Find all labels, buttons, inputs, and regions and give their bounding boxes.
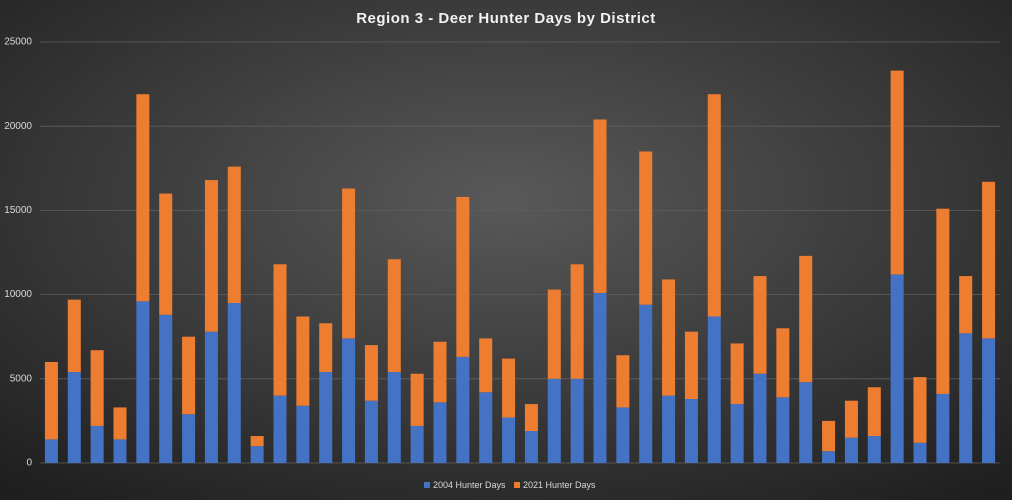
bar-segment	[67, 299, 81, 373]
bar-segment	[433, 341, 447, 403]
bar-segment	[524, 404, 538, 432]
bar-segment	[90, 350, 104, 426]
bar-segment	[456, 196, 470, 357]
bar-segment	[730, 343, 744, 405]
bar-segment	[159, 314, 173, 463]
bar-segment	[479, 338, 493, 393]
bar-segment	[867, 387, 881, 437]
bar-segment	[44, 361, 58, 440]
bar-segment	[204, 180, 218, 332]
bar-segment	[982, 181, 996, 339]
bar-segment	[913, 442, 927, 463]
bar-segment	[616, 355, 630, 408]
bar-segment	[982, 338, 996, 463]
bar-segment	[753, 373, 767, 463]
bar-segment	[547, 378, 561, 463]
bar-segment	[890, 274, 904, 463]
bar-segment	[822, 420, 836, 452]
bar-segment	[593, 292, 607, 463]
y-tick-label: 20000	[4, 121, 32, 132]
bar-segment	[936, 393, 950, 463]
bar-segment	[844, 437, 858, 463]
bar-segment	[182, 414, 196, 463]
bar-segment	[662, 395, 676, 463]
bar-segment	[730, 404, 744, 463]
bar-segment	[959, 276, 973, 334]
bar-segment	[547, 289, 561, 379]
bar-segment	[799, 382, 813, 463]
bar-segment	[319, 323, 333, 373]
bar-segment	[707, 316, 721, 463]
bar-segment	[410, 425, 424, 463]
bar-segment	[364, 400, 378, 463]
bar-segment	[913, 377, 927, 443]
y-tick-label: 25000	[4, 37, 32, 48]
bar-segment	[776, 397, 790, 463]
bar-segment	[753, 276, 767, 374]
chart-title: Region 3 - Deer Hunter Days by District	[356, 10, 656, 27]
legend-swatch	[424, 482, 430, 488]
bar-segment	[250, 446, 264, 463]
bar-segment	[273, 395, 287, 463]
legend-label: 2004 Hunter Days	[433, 480, 506, 490]
legend-label: 2021 Hunter Days	[523, 480, 596, 490]
bar-segment	[844, 400, 858, 438]
bar-segment	[639, 151, 653, 305]
bar-segment	[959, 333, 973, 463]
bar-segment	[319, 372, 333, 463]
bar-segment	[67, 372, 81, 463]
legend-swatch	[514, 482, 520, 488]
bar-segment	[227, 303, 241, 463]
y-tick-label: 15000	[4, 205, 32, 216]
bar-segment	[273, 264, 287, 396]
y-tick-label: 10000	[4, 289, 32, 300]
bar-segment	[684, 399, 698, 463]
y-tick-label: 0	[26, 458, 32, 469]
bar-segment	[456, 356, 470, 463]
bar-segment	[250, 436, 264, 447]
bar-segment	[364, 345, 378, 401]
bar-segment	[479, 392, 493, 463]
bar-segment	[342, 188, 356, 339]
bar-segment	[182, 336, 196, 415]
bar-segment	[433, 402, 447, 463]
bar-segment	[639, 304, 653, 463]
bar-segment	[684, 331, 698, 400]
bar-segment	[44, 439, 58, 463]
y-tick-label: 5000	[10, 373, 33, 384]
bar-segment	[570, 378, 584, 463]
bar-segment	[524, 431, 538, 463]
bar-segment	[204, 331, 218, 463]
bar-segment	[822, 451, 836, 463]
bar-segment	[342, 338, 356, 463]
bar-segment	[867, 436, 881, 463]
bar-segment	[502, 358, 516, 418]
bar-segment	[136, 301, 150, 463]
bar-segment	[113, 407, 127, 440]
bar-segment	[502, 417, 516, 463]
bar-segment	[776, 328, 790, 398]
bar-segment	[410, 373, 424, 426]
bar-segment	[113, 439, 127, 463]
bar-segment	[296, 405, 310, 463]
bar-segment	[616, 407, 630, 463]
bar-segment	[662, 279, 676, 396]
bar-segment	[136, 94, 150, 302]
bar-segment	[387, 372, 401, 463]
bar-segment	[707, 94, 721, 317]
bar-segment	[227, 166, 241, 304]
bar-segment	[593, 119, 607, 293]
bar-segment	[936, 208, 950, 394]
bar-segment	[387, 259, 401, 373]
bar-segment	[159, 193, 173, 315]
bar-segment	[90, 425, 104, 463]
bar-segment	[296, 316, 310, 406]
bar-segment	[890, 70, 904, 275]
bar-segment	[799, 255, 813, 383]
bar-segment	[570, 264, 584, 379]
